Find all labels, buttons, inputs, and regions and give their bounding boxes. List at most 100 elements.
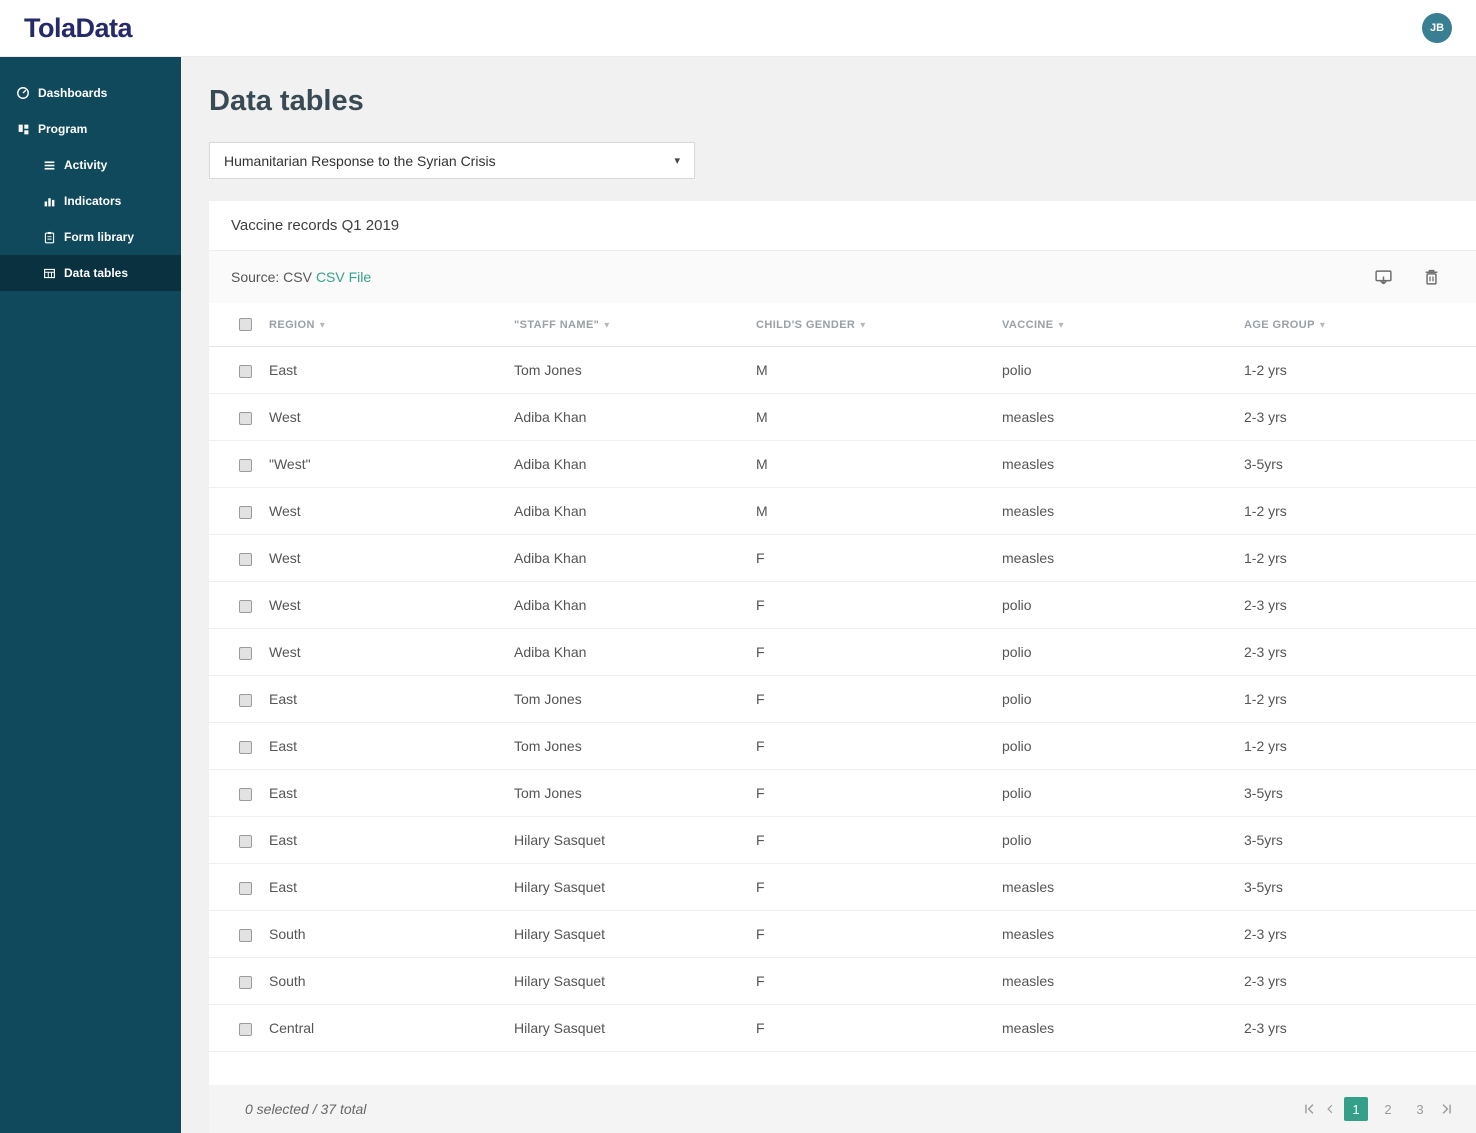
table-cell-childs-gender: F bbox=[752, 1004, 998, 1052]
table-cell-childs-gender: M bbox=[752, 487, 998, 535]
table-cell-vaccine: polio bbox=[998, 816, 1240, 864]
page-button-1[interactable]: 1 bbox=[1344, 1097, 1368, 1121]
table-cell-staff-name: Hilary Sasquet bbox=[510, 863, 752, 911]
data-tables-icon bbox=[42, 266, 56, 280]
row-checkbox[interactable] bbox=[239, 505, 252, 519]
table-row[interactable]: East Tom Jones M polio 1-2 yrs bbox=[209, 346, 1476, 394]
row-checkbox[interactable] bbox=[239, 787, 252, 801]
data-table-card: Vaccine records Q1 2019 Source: CSV CSV F… bbox=[209, 201, 1476, 1133]
page-button-2[interactable]: 2 bbox=[1384, 1101, 1392, 1117]
trash-icon[interactable] bbox=[1423, 268, 1440, 286]
sidebar-item-dashboards[interactable]: Dashboards bbox=[0, 75, 181, 111]
table-row[interactable]: South Hilary Sasquet F measles 2-3 yrs bbox=[209, 910, 1476, 958]
table-footer: 0 selected / 37 total 1 2 3 bbox=[209, 1085, 1476, 1133]
table-cell-region: South bbox=[265, 957, 510, 1005]
row-checkbox-cell bbox=[209, 910, 265, 958]
table-row[interactable]: Central Hilary Sasquet F measles 2-3 yrs bbox=[209, 1004, 1476, 1052]
column-header-age-group[interactable]: AGE GROUP ▾ bbox=[1240, 303, 1476, 347]
row-checkbox[interactable] bbox=[239, 364, 252, 378]
row-checkbox[interactable] bbox=[239, 411, 252, 425]
table-cell-childs-gender: F bbox=[752, 910, 998, 958]
row-checkbox[interactable] bbox=[239, 599, 252, 613]
indicators-icon bbox=[42, 194, 56, 208]
table-row[interactable]: West Adiba Khan F polio 2-3 yrs bbox=[209, 581, 1476, 629]
table-cell-childs-gender: M bbox=[752, 393, 998, 441]
table-row[interactable]: East Hilary Sasquet F measles 3-5yrs bbox=[209, 863, 1476, 911]
table-cell-vaccine: measles bbox=[998, 393, 1240, 441]
row-checkbox[interactable] bbox=[239, 552, 252, 566]
row-checkbox[interactable] bbox=[239, 458, 252, 472]
row-checkbox[interactable] bbox=[239, 693, 252, 707]
table-cell-age-group: 1-2 yrs bbox=[1240, 534, 1476, 582]
sidebar-item-data-tables[interactable]: Data tables bbox=[0, 255, 181, 291]
selection-summary: 0 selected / 37 total bbox=[245, 1101, 367, 1117]
table-row[interactable]: South Hilary Sasquet F measles 2-3 yrs bbox=[209, 957, 1476, 1005]
row-checkbox[interactable] bbox=[239, 834, 252, 848]
select-all-header bbox=[209, 303, 265, 347]
app-logo[interactable]: TolaData bbox=[24, 12, 133, 43]
sidebar-item-program[interactable]: Program bbox=[0, 111, 181, 147]
table-row[interactable]: East Tom Jones F polio 1-2 yrs bbox=[209, 675, 1476, 723]
table-cell-age-group: 2-3 yrs bbox=[1240, 581, 1476, 629]
table-cell-staff-name: Hilary Sasquet bbox=[510, 816, 752, 864]
table-cell-staff-name: Adiba Khan bbox=[510, 534, 752, 582]
table-cell-vaccine: measles bbox=[998, 1004, 1240, 1052]
table-row[interactable]: East Tom Jones F polio 1-2 yrs bbox=[209, 722, 1476, 770]
table-cell-region: "West" bbox=[265, 440, 510, 488]
row-checkbox[interactable] bbox=[239, 928, 252, 942]
sidebar-item-label: Activity bbox=[64, 158, 108, 172]
table-cell-childs-gender: F bbox=[752, 816, 998, 864]
row-checkbox[interactable] bbox=[239, 975, 252, 989]
table-cell-region: East bbox=[265, 863, 510, 911]
table-row[interactable]: West Adiba Khan M measles 1-2 yrs bbox=[209, 487, 1476, 535]
row-checkbox-cell bbox=[209, 628, 265, 676]
table-cell-staff-name: Tom Jones bbox=[510, 346, 752, 394]
program-select-dropdown[interactable]: Humanitarian Response to the Syrian Cris… bbox=[209, 142, 695, 179]
table-row[interactable]: West Adiba Khan F polio 2-3 yrs bbox=[209, 628, 1476, 676]
table-cell-region: Central bbox=[265, 1004, 510, 1052]
table-title: Vaccine records Q1 2019 bbox=[209, 201, 1476, 251]
sidebar-item-label: Program bbox=[38, 122, 88, 136]
page-button-3[interactable]: 3 bbox=[1416, 1101, 1424, 1117]
table-cell-vaccine: measles bbox=[998, 534, 1240, 582]
sidebar-item-label: Dashboards bbox=[38, 86, 108, 100]
select-all-checkbox[interactable] bbox=[239, 318, 252, 331]
row-checkbox-cell bbox=[209, 393, 265, 441]
table-cell-region: West bbox=[265, 534, 510, 582]
sidebar: Dashboards Program Activity Indicators F… bbox=[0, 57, 181, 1133]
sidebar-item-form-library[interactable]: Form library bbox=[0, 219, 181, 255]
user-avatar[interactable]: JB bbox=[1422, 13, 1452, 43]
first-page-icon[interactable] bbox=[1302, 1102, 1316, 1116]
table-cell-vaccine: measles bbox=[998, 440, 1240, 488]
column-header-region[interactable]: REGION ▾ bbox=[265, 303, 510, 347]
topbar: TolaData JB bbox=[0, 0, 1476, 57]
column-header-staff-name[interactable]: "STAFF NAME" ▾ bbox=[510, 303, 752, 347]
row-checkbox-cell bbox=[209, 863, 265, 911]
table-cell-staff-name: Tom Jones bbox=[510, 722, 752, 770]
previous-page-icon[interactable] bbox=[1324, 1103, 1336, 1115]
sidebar-item-indicators[interactable]: Indicators bbox=[0, 183, 181, 219]
column-header-vaccine[interactable]: VACCINE ▾ bbox=[998, 303, 1240, 347]
table-row[interactable]: West Adiba Khan M measles 2-3 yrs bbox=[209, 393, 1476, 441]
row-checkbox[interactable] bbox=[239, 740, 252, 754]
export-icon[interactable] bbox=[1374, 268, 1393, 287]
table-cell-childs-gender: F bbox=[752, 769, 998, 817]
table-row[interactable]: "West" Adiba Khan M measles 3-5yrs bbox=[209, 440, 1476, 488]
table-cell-staff-name: Adiba Khan bbox=[510, 487, 752, 535]
row-checkbox[interactable] bbox=[239, 881, 252, 895]
data-table: REGION ▾ "STAFF NAME" ▾ CHILD'S GENDER ▾ VA… bbox=[209, 303, 1476, 1052]
source-file-link[interactable]: CSV File bbox=[315, 269, 372, 285]
table-row[interactable]: West Adiba Khan F measles 1-2 yrs bbox=[209, 534, 1476, 582]
table-cell-childs-gender: M bbox=[752, 346, 998, 394]
row-checkbox-cell bbox=[209, 769, 265, 817]
last-page-icon[interactable] bbox=[1440, 1102, 1454, 1116]
row-checkbox[interactable] bbox=[239, 1022, 252, 1036]
table-row[interactable]: East Hilary Sasquet F polio 3-5yrs bbox=[209, 816, 1476, 864]
row-checkbox[interactable] bbox=[239, 646, 252, 660]
table-row[interactable]: East Tom Jones F polio 3-5yrs bbox=[209, 769, 1476, 817]
row-checkbox-cell bbox=[209, 816, 265, 864]
table-cell-age-group: 2-3 yrs bbox=[1240, 910, 1476, 958]
table-cell-region: West bbox=[265, 628, 510, 676]
sidebar-item-activity[interactable]: Activity bbox=[0, 147, 181, 183]
column-header-childs-gender[interactable]: CHILD'S GENDER ▾ bbox=[752, 303, 998, 347]
